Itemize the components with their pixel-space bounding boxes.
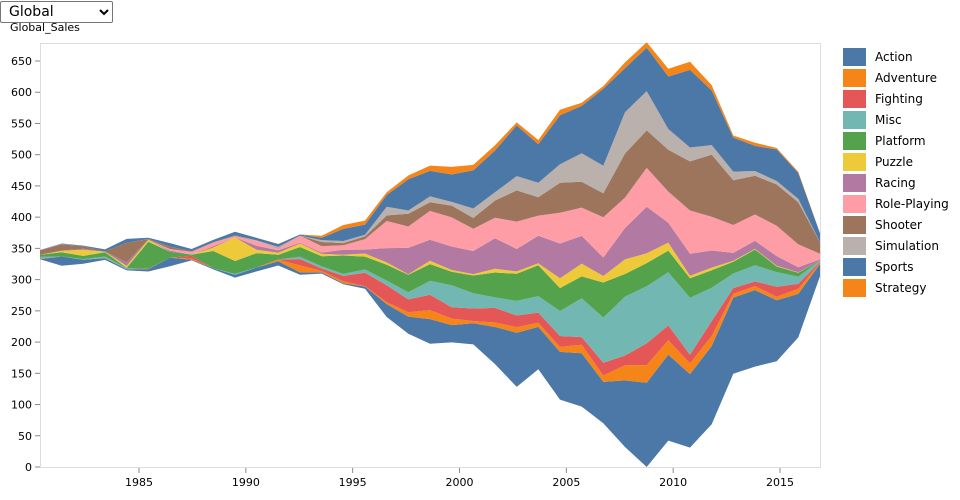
legend-swatch-strategy	[843, 279, 866, 297]
legend-label: Misc	[875, 113, 902, 127]
y-tick-label: 650	[11, 55, 32, 68]
area-layers	[40, 42, 820, 467]
area-simulation	[40, 91, 820, 252]
legend-swatch-simulation	[843, 237, 866, 255]
legend-swatch-sports	[843, 258, 866, 276]
region-select[interactable]: Global	[0, 1, 113, 23]
y-tick-label: 550	[11, 117, 32, 130]
legend-label: Strategy	[875, 281, 926, 295]
x-tick-label: 2005	[552, 476, 580, 489]
y-axis: 0 50 100 150 200 250 300 350 400 450 500 550 600 650	[11, 55, 40, 474]
y-tick-label: 250	[11, 305, 32, 318]
x-tick-label: 2015	[766, 476, 794, 489]
legend-label: Action	[875, 50, 913, 64]
y-tick-label: 350	[11, 242, 32, 255]
legend-swatch-misc	[843, 111, 866, 129]
legend-swatch-fighting	[843, 90, 866, 108]
legend-label: Platform	[875, 134, 926, 148]
y-tick-label: 400	[11, 211, 32, 224]
legend-swatch-adventure	[843, 69, 866, 87]
x-tick-label: 2010	[659, 476, 687, 489]
legend-swatch-platform	[843, 132, 866, 150]
x-tick-label: 1995	[339, 476, 367, 489]
x-axis: 1985 1990 1995 2000 2005 2010 2015	[125, 468, 794, 489]
area-puzzle	[40, 237, 820, 289]
legend-swatch-racing	[843, 174, 866, 192]
legend-label: Fighting	[875, 92, 923, 106]
y-tick-label: 500	[11, 149, 32, 162]
y-tick-label: 0	[25, 461, 32, 474]
y-tick-label: 450	[11, 180, 32, 193]
legend-label: Adventure	[875, 71, 937, 85]
y-tick-label: 150	[11, 367, 32, 380]
legend-label: Shooter	[875, 218, 922, 232]
area-racing	[40, 206, 820, 279]
y-axis-title: Global_Sales	[10, 21, 80, 34]
legend-label: Sports	[875, 260, 913, 274]
x-tick-label: 1990	[232, 476, 260, 489]
y-tick-label: 200	[11, 336, 32, 349]
legend-label: Simulation	[875, 239, 939, 253]
area-sports	[40, 47, 820, 252]
legend-label: Role-Playing	[875, 197, 949, 211]
y-tick-label: 100	[11, 399, 32, 412]
legend-swatch-action	[843, 48, 866, 66]
area-role-playing	[40, 167, 820, 268]
area-action	[40, 256, 820, 467]
y-tick-label: 50	[18, 430, 32, 443]
legend-swatch-role-playing	[843, 195, 866, 213]
legend-label: Racing	[875, 176, 916, 190]
x-tick-label: 2000	[446, 476, 474, 489]
area-misc	[40, 255, 820, 363]
y-tick-label: 300	[11, 274, 32, 287]
legend-swatch-shooter	[843, 216, 866, 234]
legend: Action Adventure Fighting Misc Platform Puzzl…	[843, 48, 949, 297]
legend-swatch-puzzle	[843, 153, 866, 171]
area-shooter	[40, 130, 820, 263]
x-tick-label: 1985	[125, 476, 153, 489]
area-platform	[40, 241, 820, 318]
legend-label: Puzzle	[875, 155, 913, 169]
y-tick-label: 600	[11, 86, 32, 99]
